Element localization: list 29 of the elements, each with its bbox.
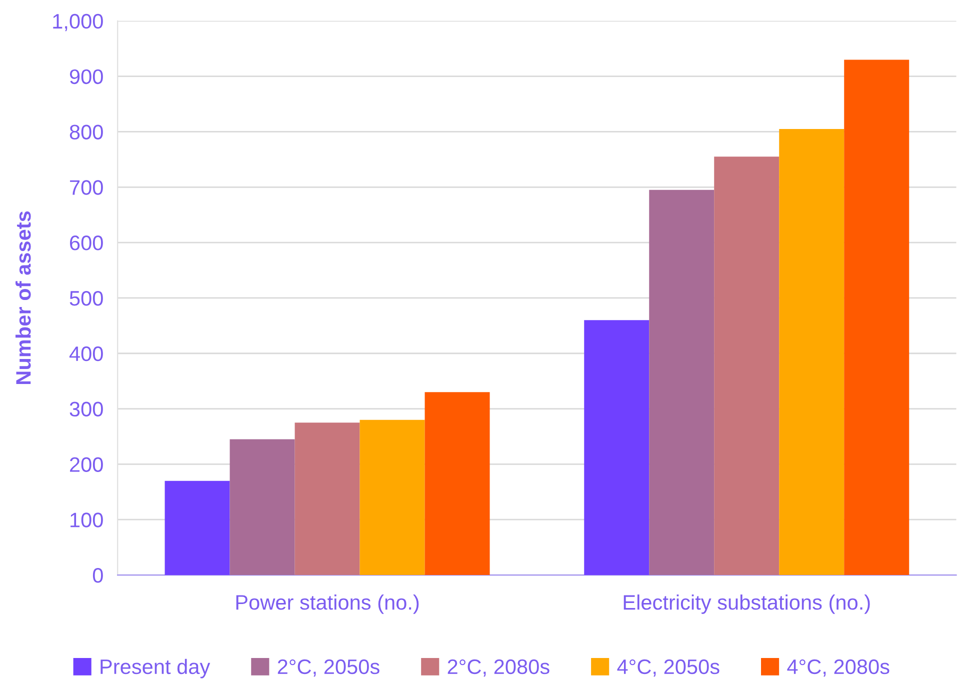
y-tick-label: 100	[70, 512, 103, 528]
bar	[230, 439, 295, 576]
y-tick-label: 400	[69, 346, 103, 362]
bar	[779, 128, 844, 576]
y-tick-label: 300	[70, 402, 103, 417]
y-tick-label: 200	[70, 457, 103, 472]
y-tick-label: 900	[70, 69, 103, 84]
y-tick-label: 600	[70, 236, 103, 250]
legend-label: 4°C, 2080s	[787, 659, 890, 677]
y-tick-label: 800	[70, 124, 103, 140]
bar	[164, 480, 230, 576]
legend-label: 2°C, 2080s	[448, 659, 550, 677]
bar	[649, 190, 714, 576]
bar	[844, 60, 910, 576]
bar	[360, 420, 425, 576]
y-axis-title: Number of assets	[16, 211, 31, 384]
legend-label: 2°C, 2050s	[278, 659, 380, 677]
y-tick-label: 1,000	[53, 14, 103, 32]
y-tick-label: 500	[70, 290, 103, 306]
x-tick-label: Power stations (no.)	[236, 594, 419, 614]
bar	[584, 320, 650, 576]
legend-label: 4°C, 2050s	[617, 659, 720, 677]
bar	[424, 392, 490, 576]
bar	[294, 422, 360, 576]
y-tick-label: 700	[70, 180, 103, 195]
legend-label: Present day	[100, 658, 210, 678]
bar	[714, 156, 780, 576]
x-tick-label: Electricity substations (no.)	[624, 594, 870, 614]
y-tick-label: 0	[92, 568, 103, 583]
